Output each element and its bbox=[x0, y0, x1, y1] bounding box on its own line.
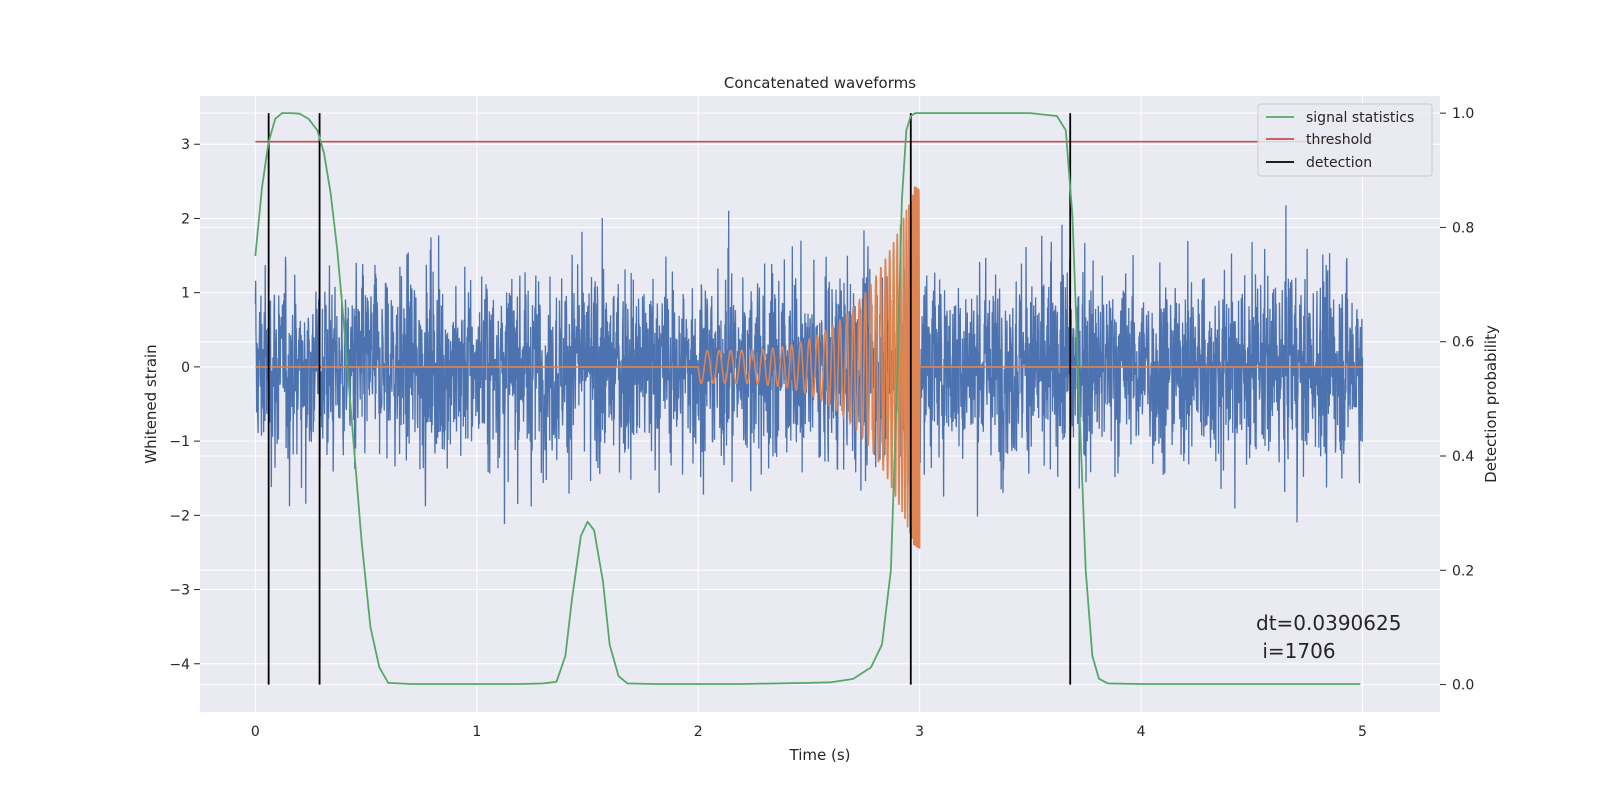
y2-tick-label: 0.6 bbox=[1452, 335, 1474, 351]
signal-statistics-series bbox=[254, 112, 1361, 685]
y-tick-label: 1 bbox=[181, 286, 190, 302]
annotation-line-i: i=1706 bbox=[1256, 639, 1336, 663]
legend-item-detection: detection bbox=[1266, 155, 1372, 171]
legend-item-threshold: threshold bbox=[1266, 132, 1372, 148]
y-tick-label: 3 bbox=[181, 137, 190, 153]
y2-tick-label: 0.0 bbox=[1452, 678, 1474, 694]
x-tick-label: 4 bbox=[1137, 724, 1146, 740]
y2-tick-label: 0.8 bbox=[1452, 220, 1474, 236]
x-tick-label: 5 bbox=[1358, 724, 1367, 740]
legend-item-signal-statistics: signal statistics bbox=[1266, 110, 1414, 126]
y2-tick-label: 0.2 bbox=[1452, 563, 1474, 579]
y2-tick-label: 0.4 bbox=[1452, 449, 1474, 465]
annotation: dt=0.0390625 i=1706 bbox=[1256, 611, 1401, 663]
y-tick-label: −4 bbox=[169, 657, 190, 673]
x-ticks: 0 1 2 3 4 5 bbox=[251, 724, 1367, 740]
legend-label-detection: detection bbox=[1306, 155, 1372, 171]
y-tick-label: 0 bbox=[181, 360, 190, 376]
waveform-series bbox=[255, 186, 1363, 549]
noise-series bbox=[254, 205, 1364, 525]
x-tick-label: 0 bbox=[251, 724, 260, 740]
x-axis-label: Time (s) bbox=[789, 746, 851, 764]
y2-axis-label: Detection probability bbox=[1482, 325, 1500, 483]
x-tick-label: 3 bbox=[915, 724, 924, 740]
y-ticks: −4 −3 −2 −1 0 1 2 3 bbox=[169, 137, 200, 673]
y-tick-label: −2 bbox=[169, 508, 190, 524]
y-tick-label: 2 bbox=[181, 211, 190, 227]
y2-ticks: 0.0 0.2 0.4 0.6 0.8 1.0 bbox=[1440, 106, 1474, 694]
plot-layer bbox=[254, 112, 1374, 685]
legend-box bbox=[1257, 103, 1433, 177]
annotation-line-dt: dt=0.0390625 bbox=[1256, 611, 1401, 635]
y-tick-label: −1 bbox=[169, 434, 190, 450]
chart-title: Concatenated waveforms bbox=[724, 74, 916, 92]
y-tick-label: −3 bbox=[169, 583, 190, 599]
legend: signal statistics threshold detection bbox=[1257, 103, 1433, 177]
y-axis-label: Whitened strain bbox=[142, 344, 160, 463]
x-tick-label: 1 bbox=[472, 724, 481, 740]
y2-tick-label: 1.0 bbox=[1452, 106, 1474, 122]
x-tick-label: 2 bbox=[694, 724, 703, 740]
legend-label-signal-statistics: signal statistics bbox=[1306, 110, 1414, 126]
legend-label-threshold: threshold bbox=[1306, 132, 1372, 148]
plot-area bbox=[254, 112, 1374, 685]
